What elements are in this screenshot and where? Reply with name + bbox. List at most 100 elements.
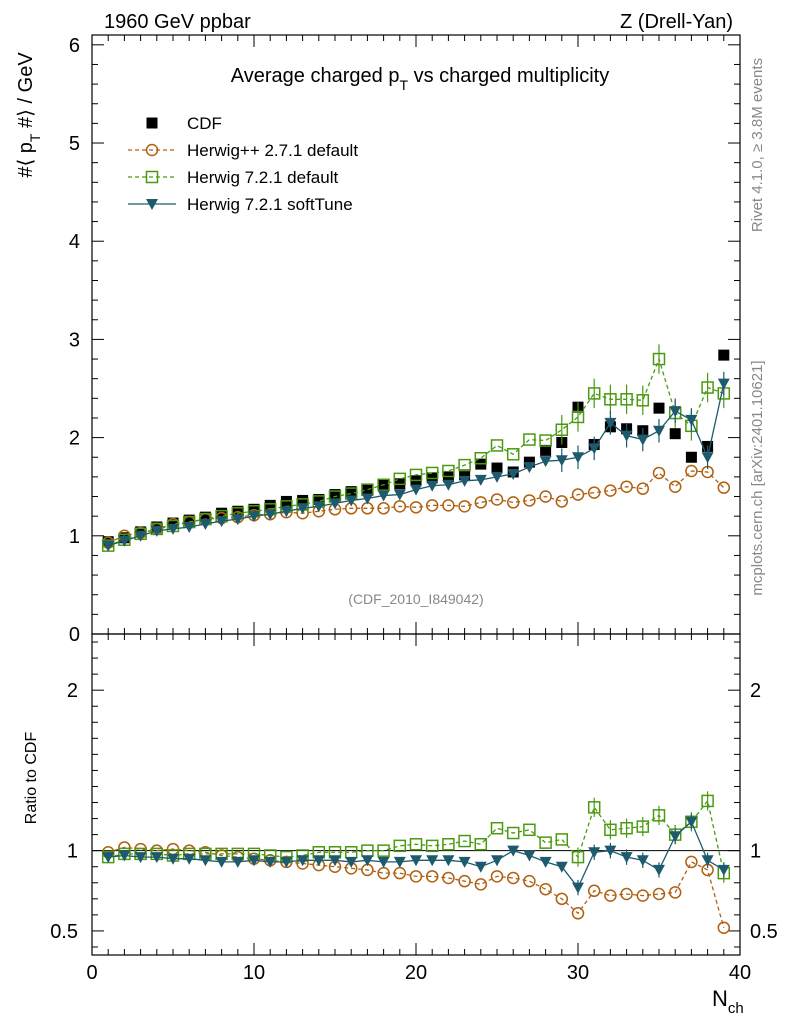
point-herwig-7-2-1-default: [523, 433, 536, 446]
ratio-point-herwig-7-2-1-default: [474, 838, 488, 851]
ratio-point-herwig-7-2-1-default: [587, 801, 601, 814]
point-herwig-7-2-1-softtune: [588, 443, 601, 455]
point-herwig-7-2-1-softtune: [685, 414, 698, 426]
point-herwig-7-2-1-default: [587, 387, 601, 400]
ratio-point-herwig-7-2-1-softtune: [410, 855, 422, 867]
header-left-label: 1960 GeV ppbar: [104, 11, 251, 33]
ratio-point-herwig-7-2-1-default: [458, 834, 471, 848]
point-herwig-7-2-1-softtune: [150, 525, 163, 537]
ratio-point-herwig-7-2-1-softtune: [442, 855, 455, 867]
point-herwig-2-7-1-default: [490, 493, 504, 506]
ratio-point-herwig-2-7-1-default: [523, 874, 536, 888]
point-herwig-7-2-1-default: [539, 434, 552, 447]
ratio-point-herwig-7-2-1-softtune: [167, 853, 179, 865]
point-herwig-7-2-1-softtune: [134, 530, 147, 542]
ratio-point-herwig-7-2-1-softtune: [717, 864, 730, 876]
ratio-point-herwig-2-7-1-default: [604, 889, 617, 902]
point-herwig-7-2-1-softtune: [118, 535, 131, 547]
ratio-point-herwig-7-2-1-softtune: [685, 816, 698, 828]
point-cdf: [685, 451, 697, 463]
point-herwig-7-2-1-default: [652, 352, 666, 366]
ratio-point-herwig-7-2-1-softtune: [296, 855, 309, 867]
ratio-point-herwig-7-2-1-default: [636, 820, 650, 833]
point-herwig-2-7-1-default: [474, 496, 488, 509]
point-cdf: [199, 511, 211, 523]
ratio-y-axis-label: Ratio to CDF: [23, 732, 40, 825]
point-cdf: [669, 428, 681, 440]
legend-marker-herwig-2-7-1-default: [145, 143, 159, 157]
ratio-point-herwig-7-2-1-softtune: [555, 861, 568, 873]
point-herwig-7-2-1-softtune: [248, 511, 260, 523]
point-herwig-7-2-1-default: [490, 439, 504, 452]
ratio-point-herwig-7-2-1-softtune: [491, 855, 503, 867]
ratio-point-herwig-7-2-1-default: [539, 836, 552, 849]
ratio-point-herwig-2-7-1-default: [409, 870, 423, 883]
ratio-point-herwig-7-2-1-softtune: [507, 845, 520, 857]
ratio-point-herwig-2-7-1-default: [636, 889, 650, 902]
ratio-point-herwig-2-7-1-default: [506, 871, 520, 885]
ratio-point-herwig-7-2-1-softtune: [231, 856, 244, 868]
legend-marker-herwig-7-2-1-softtune: [146, 199, 158, 210]
ratio-point-herwig-7-2-1-softtune: [280, 856, 293, 868]
ratio-point-herwig-7-2-1-softtune: [474, 861, 487, 873]
point-herwig-7-2-1-softtune: [231, 514, 244, 526]
ratio-y-tick-label: 2: [750, 680, 761, 702]
x-tick-label: 10: [243, 962, 265, 984]
ratio-point-herwig-7-2-1-softtune: [377, 856, 390, 868]
ratio-point-herwig-7-2-1-default: [490, 821, 504, 835]
point-herwig-7-2-1-softtune: [442, 479, 455, 491]
ratio-point-herwig-7-2-1-softtune: [653, 864, 665, 876]
point-herwig-7-2-1-softtune: [507, 468, 520, 480]
legend-label-cdf: CDF: [187, 114, 222, 133]
point-herwig-2-7-1-default: [393, 500, 407, 513]
ratio-plot-frame: [91, 633, 741, 956]
ratio-point-herwig-7-2-1-default: [409, 838, 423, 851]
ratio-point-herwig-7-2-1-default: [701, 794, 714, 808]
point-herwig-2-7-1-default: [620, 480, 633, 493]
ratio-point-herwig-7-2-1-default: [425, 839, 439, 853]
ratio-y-tick-label: 0.5: [750, 921, 778, 943]
point-herwig-7-2-1-softtune: [653, 425, 665, 437]
ratio-point-herwig-2-7-1-default: [442, 871, 455, 885]
point-herwig-7-2-1-softtune: [669, 406, 682, 418]
ratio-point-herwig-2-7-1-default: [555, 892, 569, 906]
y-tick-label: 6: [69, 35, 80, 57]
point-herwig-7-2-1-softtune: [345, 495, 358, 507]
x-axis-label: Nch: [712, 986, 744, 1017]
ratio-point-herwig-7-2-1-softtune: [669, 831, 682, 843]
point-herwig-7-2-1-softtune: [491, 471, 503, 483]
point-cdf: [653, 402, 665, 414]
ratio-point-herwig-7-2-1-softtune: [118, 850, 131, 862]
ratio-point-herwig-7-2-1-softtune: [150, 852, 163, 864]
point-herwig-7-2-1-default: [442, 464, 455, 478]
analysis-label: (CDF_2010_I849042): [348, 591, 483, 607]
y-tick-label: 1: [69, 526, 80, 548]
ratio-point-herwig-2-7-1-default: [425, 870, 439, 883]
ratio-point-herwig-7-2-1-softtune: [620, 852, 633, 864]
point-herwig-2-7-1-default: [523, 494, 536, 507]
point-herwig-2-7-1-default: [636, 482, 650, 495]
ratio-point-herwig-7-2-1-softtune: [588, 847, 601, 859]
point-cdf: [459, 469, 471, 481]
point-herwig-7-2-1-softtune: [167, 523, 179, 535]
point-cdf: [540, 444, 552, 456]
x-tick-label: 30: [567, 962, 589, 984]
ratio-point-herwig-7-2-1-default: [652, 809, 666, 822]
point-herwig-7-2-1-softtune: [183, 521, 196, 533]
point-herwig-7-2-1-default: [425, 466, 439, 480]
ratio-point-herwig-7-2-1-softtune: [701, 855, 714, 867]
point-herwig-2-7-1-default: [587, 486, 601, 499]
ratio-y-tick-label: 1: [67, 841, 78, 863]
ratio-point-herwig-7-2-1-softtune: [248, 855, 260, 867]
ratio-point-herwig-7-2-1-softtune: [199, 855, 212, 867]
point-herwig-7-2-1-softtune: [377, 490, 390, 502]
ratio-point-herwig-7-2-1-softtune: [312, 855, 325, 867]
ratio-point-herwig-2-7-1-default: [539, 882, 552, 896]
point-herwig-7-2-1-softtune: [717, 378, 730, 390]
ratio-point-herwig-7-2-1-default: [393, 839, 407, 853]
point-herwig-2-7-1-default: [442, 499, 455, 512]
point-cdf: [718, 349, 730, 361]
rivet-version-label: Rivet 4.1.0, ≥ 3.8M events: [749, 58, 766, 232]
ratio-point-herwig-2-7-1-default: [652, 887, 666, 901]
